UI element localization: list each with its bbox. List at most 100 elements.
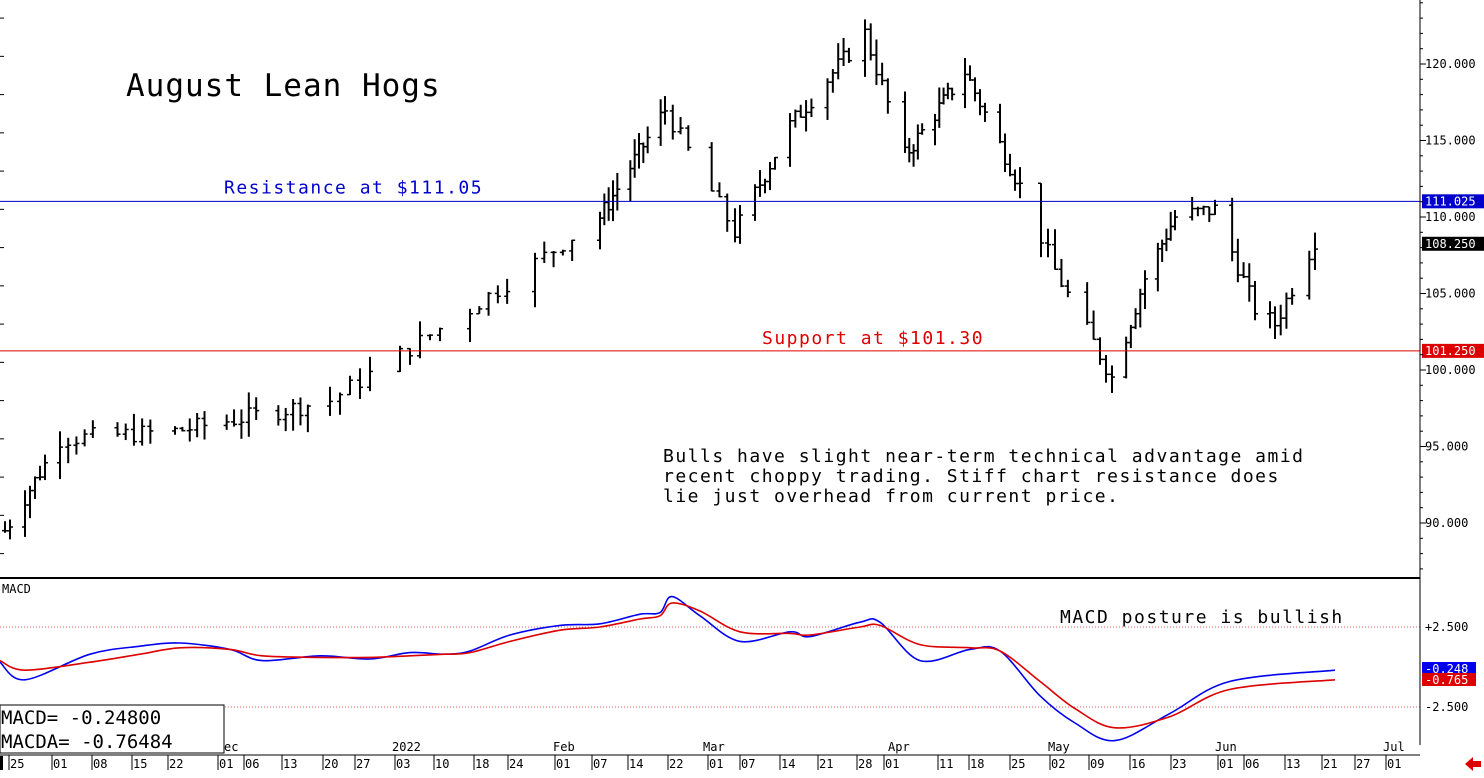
price-bar bbox=[89, 420, 96, 438]
chart-title: August Lean Hogs bbox=[126, 68, 441, 104]
macd-note: MACD posture is bullish bbox=[1060, 607, 1344, 628]
price-bar bbox=[467, 308, 473, 342]
y-tick-label: 115.000 bbox=[1425, 134, 1476, 148]
x-tick-label: 25 bbox=[10, 757, 24, 771]
x-tick-label: 11 bbox=[939, 757, 953, 771]
x-tick-label: 01 bbox=[1219, 757, 1233, 771]
x-tick-label: 01 bbox=[53, 757, 67, 771]
x-tick-label: 01 bbox=[219, 757, 233, 771]
price-bar bbox=[1252, 280, 1258, 321]
price-bar bbox=[42, 454, 48, 481]
price-bar bbox=[1200, 205, 1207, 216]
price-bar bbox=[1038, 182, 1044, 258]
macd-tag-macda: -0.765 bbox=[1422, 673, 1476, 687]
price-bar bbox=[1103, 355, 1109, 383]
price-bar bbox=[337, 392, 343, 415]
x-tick-label: 03 bbox=[396, 757, 410, 771]
price-bar bbox=[253, 397, 260, 420]
range-start-marker bbox=[0, 756, 3, 770]
commentary-line: lie just overhead from current price. bbox=[663, 486, 1119, 507]
price-bar bbox=[1206, 206, 1213, 222]
price-bar bbox=[494, 285, 501, 304]
support-axis-tag: 101.250 bbox=[1422, 343, 1484, 358]
x-tick-label: 01 bbox=[885, 757, 899, 771]
price-bar bbox=[1229, 197, 1236, 262]
x-tick-label: 02 bbox=[1051, 757, 1065, 771]
price-bar bbox=[1212, 199, 1218, 216]
y-tick-label: 120.000 bbox=[1425, 57, 1476, 71]
y-tick-label: 90.000 bbox=[1425, 516, 1468, 530]
price-bar bbox=[304, 404, 311, 433]
x-month-label: May bbox=[1048, 740, 1070, 754]
x-tick-label: 27 bbox=[1356, 757, 1370, 771]
price-bar bbox=[1246, 263, 1253, 302]
price-bar bbox=[685, 125, 692, 151]
y-tick-label: 110.000 bbox=[1425, 210, 1476, 224]
price-bar bbox=[1045, 228, 1051, 258]
price-bar bbox=[147, 419, 154, 444]
price-bar bbox=[644, 126, 651, 154]
price-bar bbox=[884, 78, 891, 114]
x-tick-label: 07 bbox=[593, 757, 607, 771]
x-tick-label: 15 bbox=[133, 757, 147, 771]
price-bar bbox=[1272, 306, 1278, 339]
price-bar bbox=[772, 156, 778, 170]
price-bar bbox=[1084, 282, 1091, 325]
price-bar bbox=[290, 399, 297, 431]
price-bar bbox=[1172, 210, 1178, 231]
commentary-line: recent choppy trading. Stiff chart resis… bbox=[663, 466, 1280, 487]
svg-text:-0.248: -0.248 bbox=[1425, 662, 1468, 676]
price-bar bbox=[845, 47, 852, 63]
price-bar bbox=[1277, 304, 1284, 336]
price-bar bbox=[550, 251, 557, 268]
price-bar bbox=[1058, 258, 1065, 288]
price-bar bbox=[541, 241, 548, 264]
price-bar bbox=[708, 142, 715, 192]
price-bar bbox=[1289, 288, 1296, 305]
resistance-axis-tag: 111.025 bbox=[1422, 194, 1484, 209]
price-bar bbox=[81, 429, 88, 447]
price-bar bbox=[716, 182, 723, 198]
x-tick-label: 21 bbox=[1323, 757, 1337, 771]
x-tick-label: 01 bbox=[556, 757, 570, 771]
price-bar bbox=[275, 405, 282, 426]
price-bar bbox=[347, 375, 353, 396]
price-bar bbox=[245, 392, 252, 437]
macd-panel-label: MACD bbox=[2, 582, 31, 596]
price-bar bbox=[949, 87, 956, 101]
x-month-label: 2022 bbox=[392, 740, 421, 754]
price-bar bbox=[724, 193, 731, 232]
macd-series-macd bbox=[0, 595, 1336, 742]
price-bar bbox=[1283, 292, 1290, 329]
price-bar bbox=[879, 62, 886, 86]
macd-y-tick-label: +2.500 bbox=[1425, 620, 1468, 634]
price-bar bbox=[172, 426, 178, 435]
price-bar bbox=[1017, 167, 1023, 199]
x-tick-label: 22 bbox=[169, 757, 183, 771]
x-tick-label: 20 bbox=[324, 757, 338, 771]
y-tick-label: 100.000 bbox=[1425, 363, 1476, 377]
price-bar bbox=[179, 426, 186, 432]
price-bar bbox=[122, 423, 129, 441]
x-tick-label: 01 bbox=[709, 757, 723, 771]
price-bar bbox=[1064, 279, 1071, 298]
price-bar bbox=[130, 413, 137, 446]
price-bar bbox=[297, 397, 304, 426]
price-bar bbox=[231, 409, 238, 427]
x-tick-label: 10 bbox=[435, 757, 449, 771]
price-bar bbox=[114, 422, 121, 437]
last-price-tag: 108.250 bbox=[1422, 236, 1484, 251]
price-bar bbox=[417, 321, 423, 359]
price-bar bbox=[1240, 262, 1247, 279]
x-tick-label: 08 bbox=[93, 757, 107, 771]
price-bar bbox=[559, 249, 566, 256]
price-bar bbox=[485, 291, 492, 316]
price-bar bbox=[1142, 270, 1148, 310]
price-bar bbox=[1194, 206, 1201, 217]
price-bar bbox=[223, 414, 230, 430]
price-bar bbox=[737, 204, 743, 244]
price-bar bbox=[569, 239, 576, 261]
scroll-arrow-icon[interactable] bbox=[1465, 757, 1481, 771]
x-tick-label: 22 bbox=[669, 757, 683, 771]
